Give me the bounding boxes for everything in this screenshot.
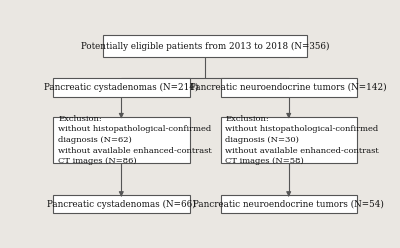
Text: Exclusion:
without histopathological-confirmed
diagnosis (N=62)
without availabl: Exclusion: without histopathological-con… bbox=[58, 115, 212, 165]
FancyBboxPatch shape bbox=[220, 117, 357, 163]
FancyBboxPatch shape bbox=[53, 117, 190, 163]
FancyBboxPatch shape bbox=[220, 78, 357, 97]
Text: Pancreatic cystadenomas (N=214): Pancreatic cystadenomas (N=214) bbox=[44, 83, 198, 92]
FancyBboxPatch shape bbox=[53, 195, 190, 213]
Text: Pancreatic neuroendocrine tumors (N=54): Pancreatic neuroendocrine tumors (N=54) bbox=[193, 199, 384, 209]
Text: Pancreatic cystadenomas (N=66): Pancreatic cystadenomas (N=66) bbox=[47, 199, 196, 209]
Text: Pancreatic neuroendocrine tumors (N=142): Pancreatic neuroendocrine tumors (N=142) bbox=[190, 83, 387, 92]
FancyBboxPatch shape bbox=[220, 195, 357, 213]
Text: Exclusion:
without histopathological-confirmed
diagnosis (N=30)
without availabl: Exclusion: without histopathological-con… bbox=[226, 115, 379, 165]
Text: Potentially eligible patients from 2013 to 2018 (N=356): Potentially eligible patients from 2013 … bbox=[81, 42, 329, 51]
FancyBboxPatch shape bbox=[103, 35, 307, 58]
FancyBboxPatch shape bbox=[53, 78, 190, 97]
